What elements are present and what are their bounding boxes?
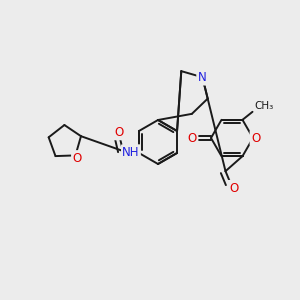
Text: O: O bbox=[188, 131, 196, 145]
Text: N: N bbox=[198, 71, 207, 84]
Text: CH₃: CH₃ bbox=[254, 101, 274, 111]
Text: O: O bbox=[73, 152, 82, 165]
Text: O: O bbox=[229, 182, 238, 195]
Text: O: O bbox=[251, 131, 261, 145]
Text: NH: NH bbox=[122, 146, 140, 158]
Text: O: O bbox=[114, 125, 124, 139]
